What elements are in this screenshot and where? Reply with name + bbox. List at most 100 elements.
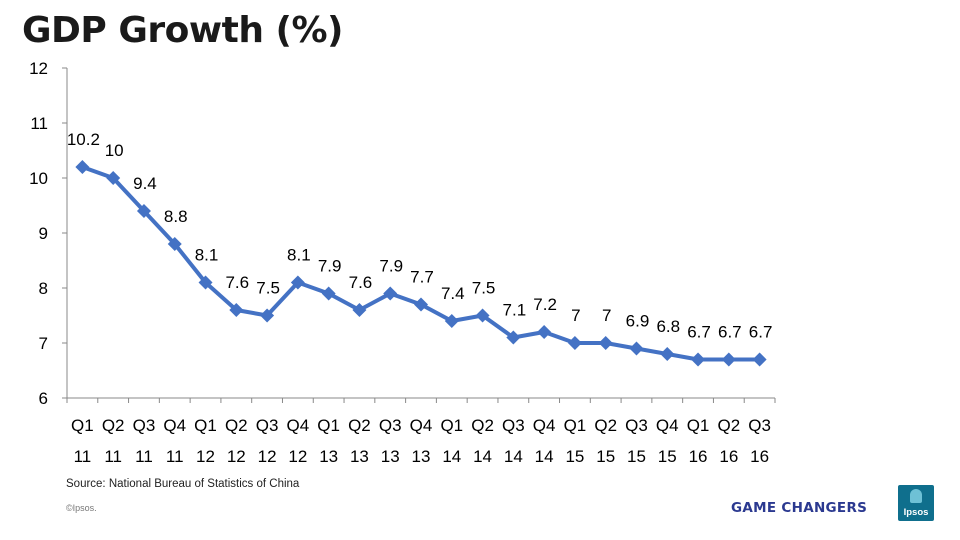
x-tick-label: Q4 (410, 416, 433, 435)
data-label: 8.8 (164, 207, 188, 226)
data-point (260, 308, 275, 323)
x-tick-label: Q3 (379, 416, 402, 435)
x-tick-label: Q3 (133, 416, 156, 435)
data-label: 6.8 (656, 317, 680, 336)
x-tick-label: Q4 (533, 416, 556, 435)
x-tick-label: 16 (750, 447, 769, 466)
x-tick-label: Q2 (225, 416, 248, 435)
data-label: 6.9 (626, 312, 650, 331)
x-tick-label: 14 (504, 447, 523, 466)
data-label: 7.9 (379, 257, 403, 276)
data-label: 7.4 (441, 284, 465, 303)
data-point (629, 341, 644, 356)
data-label: 7.7 (410, 268, 434, 287)
x-tick-label: 13 (319, 447, 338, 466)
x-tick-label: 13 (350, 447, 369, 466)
x-tick-label: 13 (381, 447, 400, 466)
data-point (537, 325, 552, 339)
ipsos-logo: Ipsos (898, 485, 934, 521)
x-tick-label: 11 (74, 447, 92, 466)
data-label: 7.6 (349, 273, 373, 292)
data-point (167, 237, 182, 251)
data-point (506, 330, 521, 345)
x-tick-label: 15 (627, 447, 646, 466)
x-tick-label: 16 (719, 447, 738, 466)
data-point (598, 336, 613, 350)
x-tick-label: Q1 (194, 416, 217, 435)
copyright-note: ©Ipsos. (66, 503, 97, 513)
y-tick-label: 7 (39, 334, 48, 353)
data-label: 7.6 (225, 273, 249, 292)
x-tick-label: 11 (166, 447, 184, 466)
data-point (290, 275, 305, 290)
x-tick-label: 14 (442, 447, 461, 466)
data-label: 8.1 (287, 246, 311, 265)
data-label: 7.1 (503, 301, 527, 320)
x-tick-label: Q1 (440, 416, 463, 435)
data-label: 7 (602, 306, 611, 325)
data-point (383, 286, 398, 301)
data-label: 6.7 (718, 323, 742, 342)
data-point (106, 171, 121, 185)
x-tick-label: 14 (535, 447, 554, 466)
x-tick-label: 14 (473, 447, 492, 466)
x-tick-label: 12 (196, 447, 215, 466)
y-tick-label: 6 (39, 389, 48, 408)
data-label: 7.2 (533, 295, 557, 314)
x-tick-label: Q3 (502, 416, 525, 435)
x-tick-label: Q1 (564, 416, 587, 435)
data-point (352, 303, 367, 317)
x-tick-label: Q1 (71, 416, 94, 435)
data-label: 10 (105, 141, 124, 160)
x-tick-label: 11 (135, 447, 153, 466)
data-point (198, 275, 213, 290)
data-label: 6.7 (687, 323, 711, 342)
data-point (444, 314, 459, 328)
data-label: 7 (571, 306, 580, 325)
x-tick-label: 12 (227, 447, 246, 466)
x-tick-label: Q4 (287, 416, 310, 435)
y-tick-label: 9 (39, 224, 48, 243)
data-point (752, 352, 767, 367)
data-point (321, 286, 336, 301)
logo-mark-icon (910, 489, 922, 503)
x-tick-label: 15 (596, 447, 615, 466)
data-point (136, 204, 151, 218)
x-tick-label: Q3 (748, 416, 771, 435)
x-tick-label: 16 (689, 447, 708, 466)
data-point (660, 347, 675, 361)
x-tick-label: Q2 (348, 416, 371, 435)
brand-tagline: GAME CHANGERS (731, 500, 868, 516)
data-point (75, 160, 90, 174)
data-label: 7.5 (472, 279, 496, 298)
x-tick-label: 11 (104, 447, 122, 466)
data-label: 8.1 (195, 246, 219, 265)
x-tick-label: 15 (565, 447, 584, 466)
source-note: Source: National Bureau of Statistics of… (66, 478, 300, 490)
x-tick-label: Q3 (256, 416, 279, 435)
page-title: GDP Growth (%) (22, 10, 344, 51)
data-label: 7.5 (256, 279, 280, 298)
x-tick-label: Q2 (717, 416, 740, 435)
x-tick-label: Q2 (471, 416, 494, 435)
x-tick-label: Q3 (625, 416, 648, 435)
x-tick-label: 15 (658, 447, 677, 466)
data-label: 10.2 (67, 130, 100, 149)
y-tick-label: 8 (39, 279, 48, 298)
logo-text: Ipsos (903, 507, 929, 518)
x-tick-label: Q1 (687, 416, 710, 435)
data-label: 6.7 (749, 323, 773, 342)
x-tick-label: 12 (288, 447, 307, 466)
data-label: 7.9 (318, 257, 342, 276)
y-tick-label: 11 (30, 114, 48, 133)
x-tick-label: Q1 (317, 416, 340, 435)
data-point (229, 303, 244, 317)
data-point (691, 352, 706, 367)
data-point (475, 308, 490, 323)
data-label: 9.4 (133, 174, 157, 193)
data-point (721, 352, 736, 367)
x-tick-label: 12 (258, 447, 277, 466)
y-tick-label: 10 (29, 169, 48, 188)
data-point (414, 297, 428, 312)
